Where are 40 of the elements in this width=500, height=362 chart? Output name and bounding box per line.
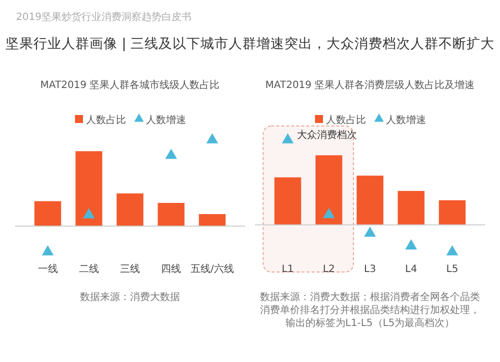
- text: 2019坚果炒货行业消费洞察趋势白皮书: [16, 11, 192, 23]
- bar: [356, 176, 384, 225]
- source-note: 数据来源：消费大数据: [80, 291, 180, 303]
- source-note: 数据来源：消费大数据；根据消费者全网各个品类消费单价排名打分并根据品类结构进行加权处理，输出的标签为L1-L5（L5为最高档次）: [260, 291, 480, 329]
- bar: [116, 193, 144, 226]
- point: [322, 208, 335, 218]
- point: [405, 239, 418, 250]
- legend-label: 人数占比: [86, 114, 126, 126]
- point: [364, 226, 376, 237]
- x-tick-label: 三线: [120, 263, 140, 275]
- x-tick-label: L4: [405, 264, 418, 275]
- chart-title: MAT2019 坚果人群各城市线级人数占比: [40, 79, 220, 91]
- bar: [76, 151, 102, 226]
- bar: [198, 214, 226, 226]
- point: [206, 133, 218, 144]
- point: [42, 245, 54, 256]
- band-label: 大众消费档次: [296, 129, 357, 141]
- x-tick-label: L5: [446, 264, 458, 275]
- bar: [316, 155, 342, 225]
- legend-label: 人数增速: [386, 114, 426, 126]
- x-tick-label: 一线: [38, 263, 58, 275]
- chart-title: MAT2019 坚果人群各消费层级人数占比及增速: [265, 79, 475, 91]
- legend-label: 人数增速: [146, 114, 186, 126]
- x-tick-label: L2: [322, 264, 335, 275]
- legend-label: 人数占比: [326, 114, 366, 126]
- x-tick-label: L1: [282, 264, 294, 275]
- bar: [438, 200, 466, 225]
- point: [165, 148, 178, 159]
- bar: [158, 202, 184, 226]
- text: 坚果行业人群画像 | 三线及以下城市人群增速突出，大众消费档次人群不断扩大: [5, 36, 495, 52]
- x-tick-label: L3: [364, 264, 376, 275]
- x-tick-label: 二线: [78, 263, 99, 275]
- x-tick-label: 四线: [161, 263, 182, 275]
- point: [82, 208, 95, 218]
- bar: [274, 177, 302, 225]
- point: [282, 133, 294, 144]
- bar: [34, 201, 62, 226]
- bar: [398, 190, 424, 225]
- x-tick-label: 五线/六线: [190, 263, 234, 275]
- point: [446, 245, 458, 256]
